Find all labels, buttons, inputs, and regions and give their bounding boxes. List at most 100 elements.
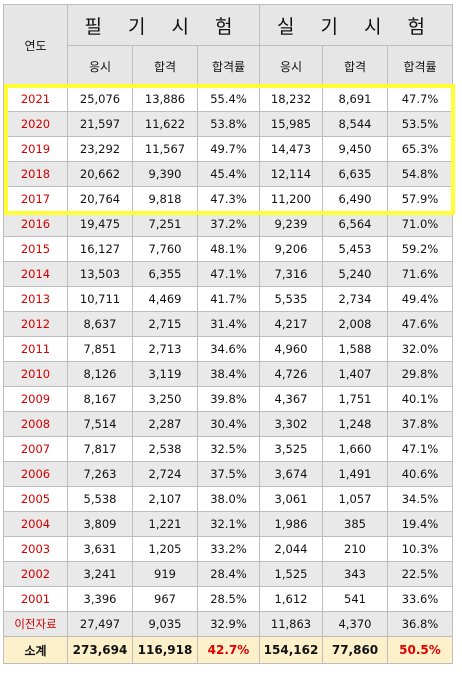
written-applicants-cell: 21,597 <box>67 111 133 137</box>
practical-applicants-cell: 3,674 <box>259 461 323 487</box>
written-passed-cell: 2,287 <box>132 411 198 437</box>
practical-pass-rate-cell: 10.3% <box>387 536 453 562</box>
practical-pass-rate-cell: 33.6% <box>387 586 453 612</box>
practical-passed-cell: 4,370 <box>322 611 388 637</box>
written-applicants-cell: 3,241 <box>67 561 133 587</box>
written-passed-cell: 2,724 <box>132 461 198 487</box>
written-applicants-cell: 10,711 <box>67 286 133 312</box>
practical-pass-rate-cell: 37.8% <box>387 411 453 437</box>
table-row: 2009 8,167 3,250 39.8% 4,367 1,751 40.1% <box>3 386 453 412</box>
table-row: 2007 7,817 2,538 32.5% 3,525 1,660 47.1% <box>3 436 453 462</box>
written-passed-cell: 4,469 <box>132 286 198 312</box>
practical-applicants-cell: 14,473 <box>259 136 323 162</box>
table-row: 2020 21,597 11,622 53.8% 15,985 8,544 53.5% <box>3 111 453 137</box>
table-row: 2011 7,851 2,713 34.6% 4,960 1,588 32.0% <box>3 336 453 362</box>
year-cell: 2009 <box>3 386 68 412</box>
table-row: 2006 7,263 2,724 37.5% 3,674 1,491 40.6% <box>3 461 453 487</box>
written-passed-cell: 3,250 <box>132 386 198 412</box>
year-cell: 2019 <box>3 136 68 162</box>
written-applicants-cell: 3,396 <box>67 586 133 612</box>
total-written-pass-rate: 42.7% <box>197 636 260 664</box>
table-row: 2008 7,514 2,287 30.4% 3,302 1,248 37.8% <box>3 411 453 437</box>
practical-pass-rate-cell: 57.9% <box>387 186 453 212</box>
practical-applicants-cell: 4,726 <box>259 361 323 387</box>
year-cell: 2016 <box>3 211 68 237</box>
year-cell: 2004 <box>3 511 68 537</box>
practical-applicants-cell: 5,535 <box>259 286 323 312</box>
table-row: 2001 3,396 967 28.5% 1,612 541 33.6% <box>3 586 453 612</box>
table-row: 2019 23,292 11,567 49.7% 14,473 9,450 65.3% <box>3 136 453 162</box>
practical-pass-rate-cell: 40.6% <box>387 461 453 487</box>
written-passed-cell: 11,622 <box>132 111 198 137</box>
practical-passed-cell: 2,734 <box>322 286 388 312</box>
written-passed-cell: 967 <box>132 586 198 612</box>
written-pass-rate-cell: 53.8% <box>197 111 260 137</box>
written-pass-rate-cell: 30.4% <box>197 411 260 437</box>
year-cell: 2010 <box>3 361 68 387</box>
practical-pass-rate-cell: 29.8% <box>387 361 453 387</box>
practical-passed-cell: 6,490 <box>322 186 388 212</box>
practical-pass-rate-header: 합격률 <box>387 45 453 87</box>
table-row: 2003 3,631 1,205 33.2% 2,044 210 10.3% <box>3 536 453 562</box>
written-pass-rate-cell: 38.4% <box>197 361 260 387</box>
practical-applicants-cell: 9,206 <box>259 236 323 262</box>
written-applicants-cell: 25,076 <box>67 86 133 112</box>
practical-pass-rate-cell: 36.8% <box>387 611 453 637</box>
practical-applicants-cell: 15,985 <box>259 111 323 137</box>
year-cell: 이전자료 <box>3 611 68 637</box>
practical-pass-rate-cell: 47.1% <box>387 436 453 462</box>
table-row: 2010 8,126 3,119 38.4% 4,726 1,407 29.8% <box>3 361 453 387</box>
practical-pass-rate-cell: 32.0% <box>387 336 453 362</box>
written-pass-rate-cell: 37.5% <box>197 461 260 487</box>
practical-passed-cell: 541 <box>322 586 388 612</box>
table-body: 2021 25,076 13,886 55.4% 18,232 8,691 47.7% 202… <box>3 86 453 637</box>
year-cell: 2021 <box>3 86 68 112</box>
written-applicants-cell: 5,538 <box>67 486 133 512</box>
year-cell: 2006 <box>3 461 68 487</box>
written-passed-cell: 1,205 <box>132 536 198 562</box>
written-passed-cell: 6,355 <box>132 261 198 287</box>
written-applicants-cell: 7,851 <box>67 336 133 362</box>
written-applicants-cell: 27,497 <box>67 611 133 637</box>
written-passed-cell: 1,221 <box>132 511 198 537</box>
written-passed-cell: 919 <box>132 561 198 587</box>
practical-pass-rate-cell: 54.8% <box>387 161 453 187</box>
practical-applicants-cell: 7,316 <box>259 261 323 287</box>
practical-passed-cell: 8,691 <box>322 86 388 112</box>
written-pass-rate-cell: 32.1% <box>197 511 260 537</box>
written-pass-rate-cell: 28.5% <box>197 586 260 612</box>
written-applicants-cell: 8,637 <box>67 311 133 337</box>
written-passed-cell: 2,715 <box>132 311 198 337</box>
table-row: 2018 20,662 9,390 45.4% 12,114 6,635 54.8% <box>3 161 453 187</box>
practical-pass-rate-cell: 40.1% <box>387 386 453 412</box>
written-applicants-cell: 19,475 <box>67 211 133 237</box>
year-cell: 2013 <box>3 286 68 312</box>
written-applicants-header: 응시 <box>67 45 133 87</box>
year-cell: 2014 <box>3 261 68 287</box>
written-passed-header: 합격 <box>132 45 198 87</box>
practical-applicants-cell: 1,986 <box>259 511 323 537</box>
practical-pass-rate-cell: 34.5% <box>387 486 453 512</box>
written-exam-header: 필 기 시 험 <box>67 4 260 46</box>
practical-applicants-header: 응시 <box>259 45 323 87</box>
practical-passed-cell: 1,248 <box>322 411 388 437</box>
practical-passed-header: 합격 <box>322 45 388 87</box>
practical-passed-cell: 1,407 <box>322 361 388 387</box>
practical-applicants-cell: 9,239 <box>259 211 323 237</box>
year-cell: 2018 <box>3 161 68 187</box>
practical-passed-cell: 6,564 <box>322 211 388 237</box>
table-row: 2015 16,127 7,760 48.1% 9,206 5,453 59.2% <box>3 236 453 262</box>
written-applicants-cell: 7,263 <box>67 461 133 487</box>
table-row: 2016 19,475 7,251 37.2% 9,239 6,564 71.0% <box>3 211 453 237</box>
written-passed-cell: 7,760 <box>132 236 198 262</box>
written-pass-rate-header: 합격률 <box>197 45 260 87</box>
year-cell: 2003 <box>3 536 68 562</box>
practical-pass-rate-cell: 71.6% <box>387 261 453 287</box>
year-column-header: 연도 <box>3 4 68 87</box>
practical-applicants-cell: 18,232 <box>259 86 323 112</box>
written-passed-cell: 9,818 <box>132 186 198 212</box>
practical-applicants-cell: 12,114 <box>259 161 323 187</box>
written-pass-rate-cell: 34.6% <box>197 336 260 362</box>
practical-applicants-cell: 1,525 <box>259 561 323 587</box>
practical-applicants-cell: 2,044 <box>259 536 323 562</box>
